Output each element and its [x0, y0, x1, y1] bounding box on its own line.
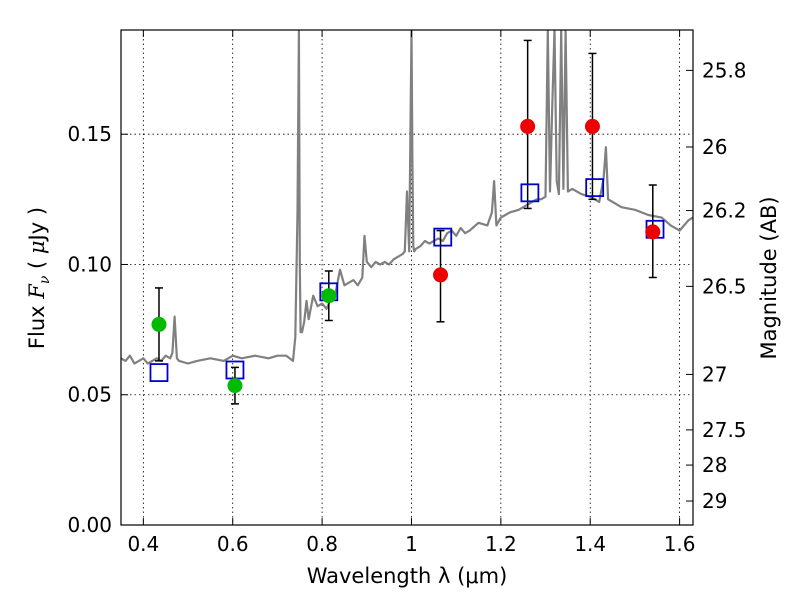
- x-tick-label: 0.8: [306, 532, 338, 556]
- magnitude-tick-label: 26: [702, 135, 727, 159]
- x-tick-label: 1: [405, 532, 418, 556]
- observed-photometry-point: [151, 316, 167, 332]
- plot-background: [121, 30, 693, 525]
- plot-frame: [120, 29, 694, 526]
- observed-photometry-point: [227, 378, 243, 394]
- model-photometry-point: [433, 227, 453, 247]
- magnitude-tick-label: 27: [702, 362, 727, 386]
- model-photometry-point: [520, 183, 540, 203]
- observed-photometry-point: [645, 224, 661, 240]
- ticks-layer: 0.4 0.6 0.8 1 1.2 1.4 1.6 0.00 0.05 0.10 0.15 25.8 2…: [67, 30, 747, 556]
- magnitude-tick-label: 29: [702, 489, 727, 513]
- y-axis-label: Flux Fν ( μJy ): [25, 207, 53, 349]
- observed-photometry-layer: [151, 118, 661, 394]
- model-photometry-point: [585, 178, 605, 198]
- observed-photometry-point: [584, 118, 600, 134]
- observed-photometry-point: [433, 267, 449, 283]
- x-tick-label: 1.2: [485, 532, 517, 556]
- model-spectrum-line: [121, 30, 693, 365]
- magnitude-tick-label: 25.8: [702, 58, 747, 82]
- spectrum-layer: [121, 30, 693, 365]
- x-tick-label: 1.4: [574, 532, 606, 556]
- observed-photometry-point: [520, 118, 536, 134]
- y-tick-label: 0.00: [67, 513, 112, 537]
- model-photometry-point: [149, 363, 169, 382]
- magnitude-tick-label: 28: [702, 453, 727, 477]
- x-tick-label: 0.4: [127, 532, 159, 556]
- y-tick-label: 0.10: [67, 252, 112, 276]
- x-tick-label: 0.6: [217, 532, 249, 556]
- magnitude-tick-label: 26.2: [702, 199, 747, 223]
- x-tick-label: 1.6: [664, 532, 696, 556]
- x-axis-label: Wavelength λ (μm): [307, 564, 508, 588]
- magnitude-tick-label: 27.5: [702, 418, 747, 442]
- right-axis-label: Magnitude (AB): [757, 196, 781, 359]
- y-tick-label: 0.15: [67, 122, 112, 146]
- y-tick-label: 0.05: [67, 383, 112, 407]
- magnitude-tick-label: 26.5: [702, 274, 747, 298]
- observed-photometry-point: [321, 288, 337, 304]
